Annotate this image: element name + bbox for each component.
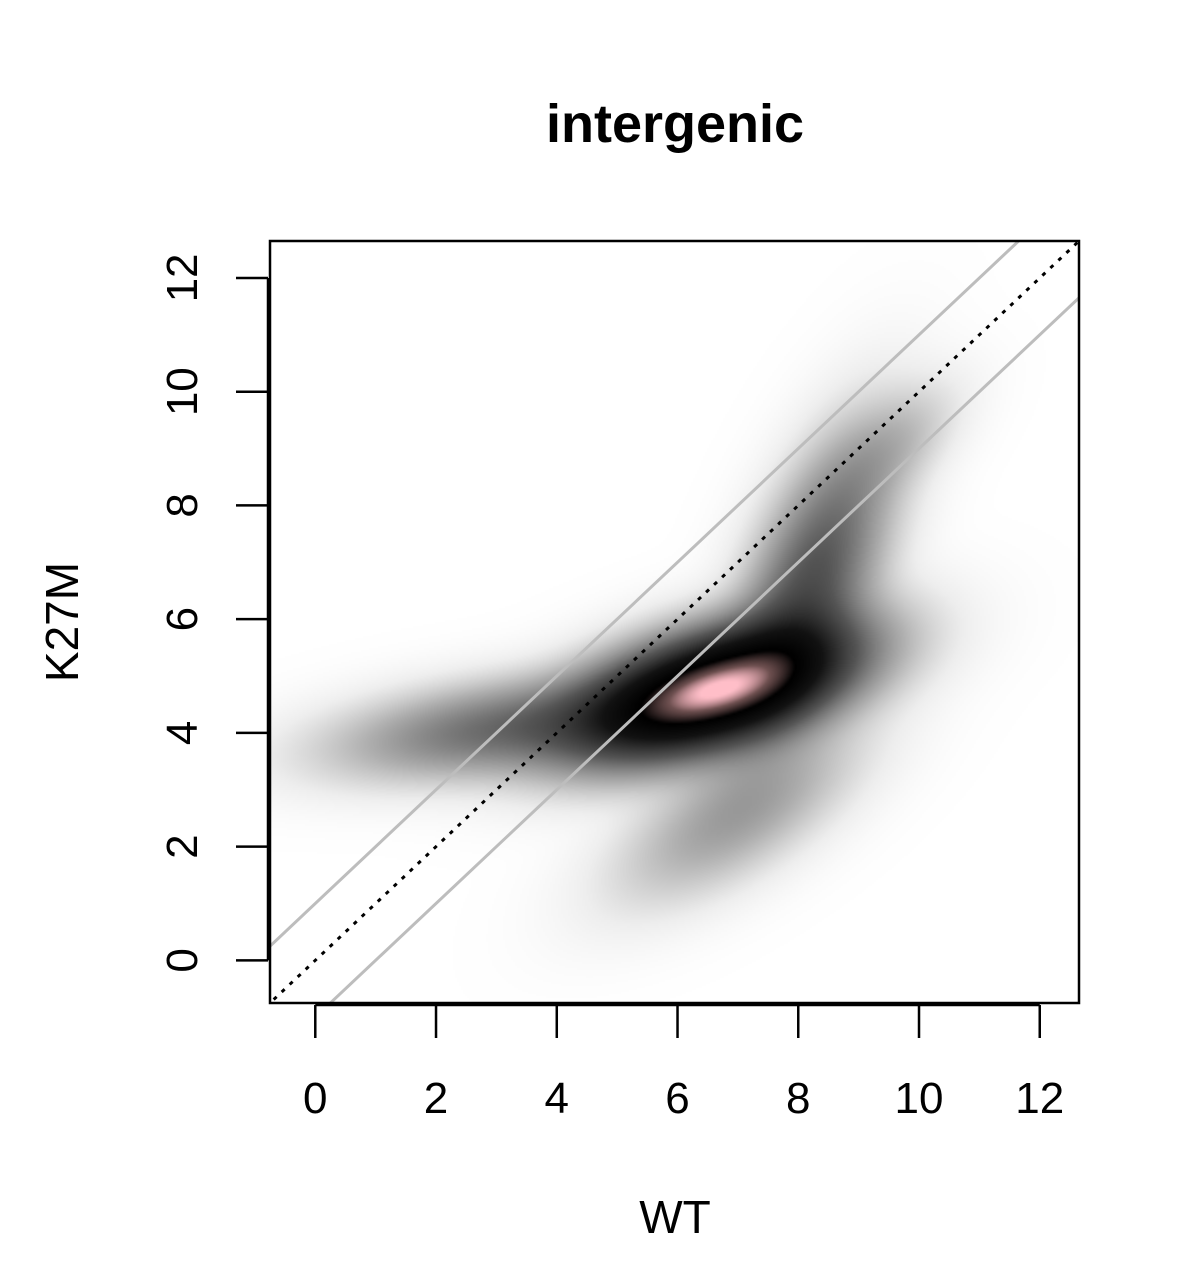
x-tick-label: 8 <box>786 1074 810 1123</box>
x-tick-label: 2 <box>424 1074 448 1123</box>
y-axis: 0 2 4 6 8 10 12 <box>158 253 270 973</box>
reference-line-lower <box>328 295 1079 1003</box>
y-axis-label: K27M <box>36 562 88 682</box>
y-tick-label: 2 <box>158 834 207 858</box>
x-tick-label: 6 <box>665 1074 689 1123</box>
x-axis-label: WT <box>639 1191 711 1243</box>
y-tick-label: 8 <box>158 493 207 517</box>
x-tick-label: 10 <box>895 1074 944 1123</box>
reference-line-upper <box>270 241 1021 949</box>
x-axis: 0 2 4 6 8 10 12 <box>303 1003 1064 1123</box>
y-tick-label: 12 <box>158 253 207 302</box>
reference-lines <box>270 241 1079 1003</box>
y-tick-label: 0 <box>158 948 207 972</box>
plot-area <box>270 241 1079 1003</box>
y-tick-label: 10 <box>158 367 207 416</box>
x-tick-label: 0 <box>303 1074 327 1123</box>
chart-title: intergenic <box>546 94 804 154</box>
x-tick-label: 4 <box>545 1074 569 1123</box>
y-tick-label: 4 <box>158 721 207 745</box>
plot-frame <box>268 239 1081 1005</box>
x-tick-label: 12 <box>1015 1074 1064 1123</box>
y-tick-label: 6 <box>158 607 207 631</box>
reference-line-identity <box>270 241 1079 1003</box>
